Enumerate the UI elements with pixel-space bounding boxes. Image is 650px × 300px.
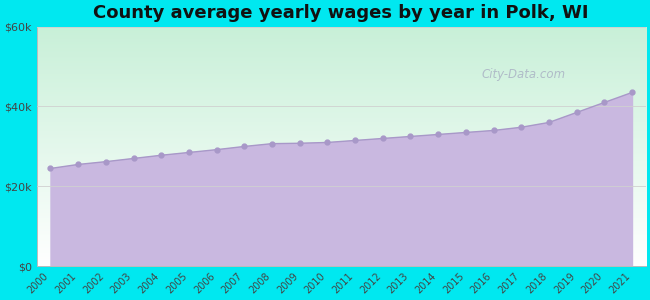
Text: City-Data.com: City-Data.com	[482, 68, 566, 81]
Title: County average yearly wages by year in Polk, WI: County average yearly wages by year in P…	[94, 4, 589, 22]
